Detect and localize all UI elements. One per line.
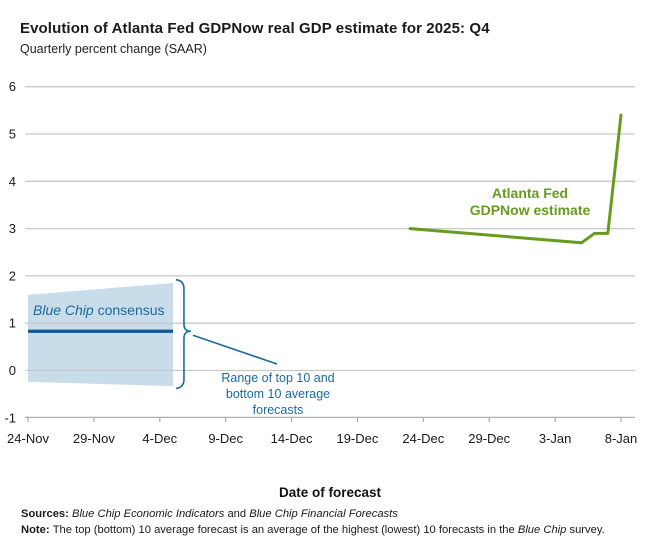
x-tick-label: 19-Dec [336,431,378,446]
bluechip-consensus-label-rest: consensus [93,302,165,318]
sources-label: Sources: [21,508,72,520]
range-band [28,282,173,387]
x-axis-title: Date of forecast [278,485,382,500]
range-leader-line [192,334,278,365]
x-tick-label: 24-Dec [402,431,444,446]
sources-title-1: Blue Chip Economic Indicators [71,508,225,520]
x-tick-label: 29-Dec [468,431,510,446]
gdpnow-series-label: Atlanta Fed GDPNow estimate [469,185,591,218]
x-tick-label: 24-Nov [7,431,49,446]
sources-title-2: Blue Chip Financial Forecasts [249,508,398,520]
y-tick-label: 1 [9,316,16,331]
x-tick-label: 14-Dec [271,431,313,446]
gdpnow-line [408,113,623,245]
chart-title: Evolution of Atlanta Fed GDPNow real GDP… [20,20,490,37]
x-tick-label: 4-Dec [142,431,177,446]
x-tick-label: 8-Jan [605,431,638,446]
note-text-post: survey. [566,523,605,536]
chart-footer: Sources: Blue Chip Economic Indicators a… [21,507,646,538]
y-tick-label: 0 [9,363,16,378]
y-tick-label: 2 [9,268,16,283]
y-tick-label: -1 [4,410,16,425]
bluechip-consensus-label-italic: Blue Chip [33,302,94,318]
y-tick-label: 6 [9,79,16,94]
note-line: Note: The top (bottom) 10 average foreca… [21,523,646,539]
x-tick-label: 3-Jan [539,431,572,446]
y-tick-label: 3 [9,221,16,236]
bluechip-consensus-label: Blue Chip consensus [33,302,165,318]
note-text-pre: The top (bottom) 10 average forecast is … [52,523,518,536]
range-annotation-label: Range of top 10 and bottom 10 average fo… [221,371,335,417]
note-text-italic: Blue Chip [517,523,567,536]
y-tick-label: 5 [9,127,16,142]
sources-conjunction: and [224,508,250,520]
sources-line: Sources: Blue Chip Economic Indicators a… [21,507,646,523]
chart-subtitle: Quarterly percent change (SAAR) [20,42,207,56]
note-label: Note: [21,523,53,536]
x-tick-label: 9-Dec [208,431,243,446]
x-tick-label: 29-Nov [73,431,115,446]
range-bracket [175,278,191,390]
y-tick-label: 4 [9,174,16,189]
